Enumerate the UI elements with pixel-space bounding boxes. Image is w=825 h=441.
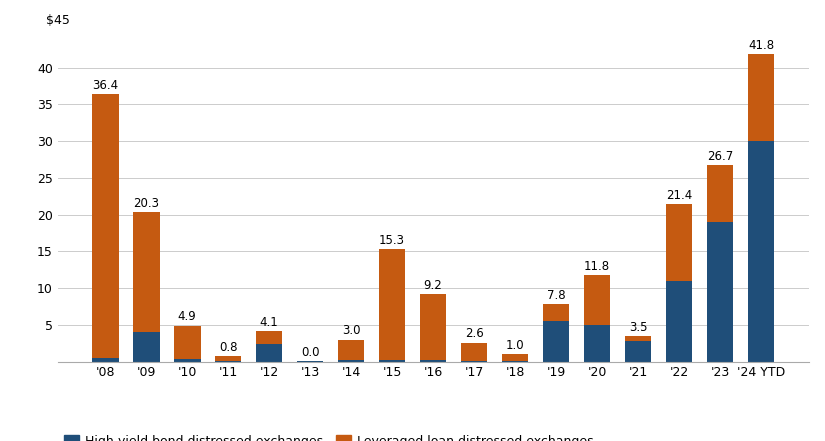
Bar [174, 359, 200, 362]
Text: 3.5: 3.5 [629, 321, 648, 334]
Bar [214, 361, 242, 362]
Bar [502, 354, 529, 361]
Bar [625, 336, 652, 341]
Bar [625, 341, 652, 362]
Bar [214, 356, 242, 361]
Legend: High-yield bond distressed exchanges, Leveraged loan distressed exchanges: High-yield bond distressed exchanges, Le… [64, 435, 594, 441]
Bar [92, 94, 119, 358]
Bar [337, 340, 365, 360]
Bar [133, 332, 159, 362]
Bar [133, 213, 159, 332]
Text: 4.1: 4.1 [260, 316, 279, 329]
Bar [420, 294, 446, 360]
Bar [461, 343, 488, 361]
Bar [379, 249, 405, 360]
Bar [707, 222, 733, 362]
Bar [584, 325, 610, 362]
Bar [666, 281, 692, 362]
Bar [666, 204, 692, 281]
Text: 3.0: 3.0 [342, 325, 361, 337]
Text: 15.3: 15.3 [380, 234, 405, 247]
Bar [379, 360, 405, 362]
Text: 20.3: 20.3 [133, 197, 159, 210]
Bar [502, 361, 529, 362]
Text: 1.0: 1.0 [506, 339, 525, 352]
Bar [747, 54, 775, 141]
Bar [747, 141, 775, 362]
Bar [337, 360, 365, 362]
Bar [707, 165, 733, 222]
Bar [256, 332, 282, 344]
Bar [174, 325, 200, 359]
Text: 2.6: 2.6 [464, 327, 483, 340]
Text: 36.4: 36.4 [92, 79, 118, 92]
Bar [256, 344, 282, 362]
Bar [543, 304, 569, 321]
Text: 26.7: 26.7 [707, 150, 733, 163]
Bar [461, 361, 488, 362]
Text: 11.8: 11.8 [584, 260, 610, 273]
Text: 21.4: 21.4 [666, 189, 692, 202]
Bar [584, 275, 610, 325]
Text: 41.8: 41.8 [748, 39, 774, 52]
Text: 7.8: 7.8 [547, 289, 565, 302]
Text: 4.9: 4.9 [178, 310, 196, 323]
Bar [543, 321, 569, 362]
Text: 0.0: 0.0 [301, 346, 319, 359]
Bar [92, 358, 119, 362]
Text: 9.2: 9.2 [424, 279, 442, 292]
Text: 0.8: 0.8 [219, 340, 238, 354]
Bar [420, 360, 446, 362]
Text: $45: $45 [46, 14, 69, 27]
